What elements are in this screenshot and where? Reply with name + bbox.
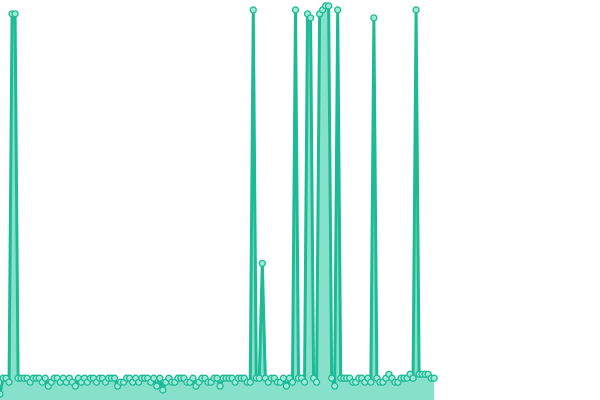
data-point bbox=[409, 374, 417, 382]
data-point bbox=[216, 382, 224, 390]
data-point bbox=[312, 378, 321, 386]
plot-area bbox=[0, 2, 438, 400]
data-point bbox=[71, 382, 80, 390]
series-line bbox=[0, 4, 436, 396]
data-point bbox=[246, 378, 254, 386]
data-points bbox=[0, 2, 438, 398]
data-point bbox=[189, 374, 197, 382]
data-point bbox=[258, 259, 266, 268]
data-point bbox=[300, 378, 309, 386]
data-point bbox=[159, 386, 167, 394]
data-point bbox=[328, 374, 336, 382]
data-point bbox=[213, 374, 221, 382]
data-point bbox=[5, 378, 13, 386]
data-point bbox=[291, 6, 300, 14]
data-point bbox=[324, 2, 333, 10]
data-point bbox=[306, 14, 315, 22]
data-point bbox=[110, 374, 119, 382]
data-point bbox=[279, 374, 288, 382]
data-point bbox=[255, 374, 263, 382]
data-point bbox=[249, 6, 257, 14]
data-point bbox=[153, 382, 161, 390]
data-point bbox=[367, 378, 375, 386]
data-point bbox=[331, 382, 339, 390]
data-point bbox=[11, 10, 19, 18]
data-point bbox=[334, 6, 342, 14]
data-point bbox=[430, 374, 438, 382]
data-point bbox=[150, 374, 158, 382]
data-point bbox=[282, 382, 291, 390]
data-point bbox=[412, 6, 420, 14]
data-point bbox=[0, 390, 4, 398]
data-point bbox=[370, 14, 378, 22]
series-area bbox=[0, 5, 435, 400]
data-point bbox=[156, 374, 164, 382]
data-point bbox=[41, 374, 49, 382]
data-point bbox=[288, 378, 297, 386]
